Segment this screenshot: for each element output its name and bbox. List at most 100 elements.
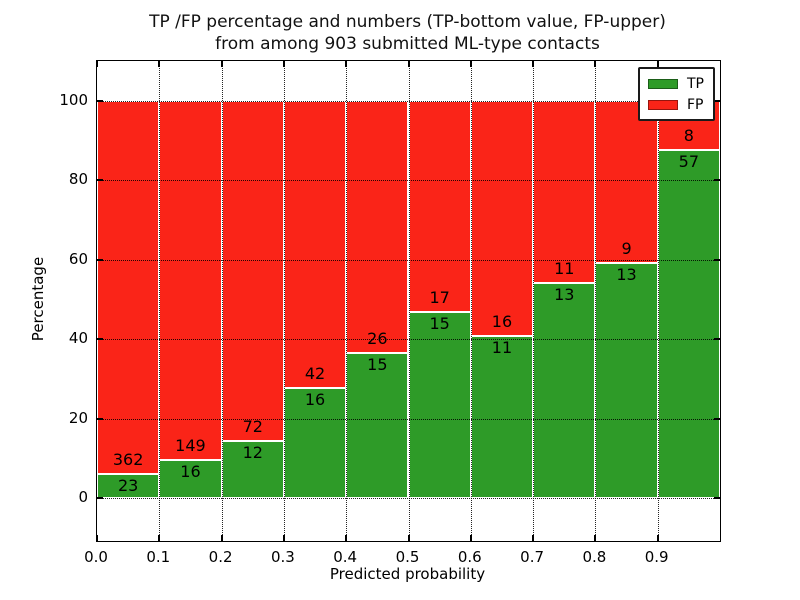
tick-mark [594, 535, 597, 541]
tick-mark [345, 535, 348, 541]
tick-mark [97, 100, 103, 102]
bar-segment-tp [159, 459, 222, 498]
bar-segment-fp [97, 101, 160, 475]
tick-mark [714, 100, 720, 102]
gridline-vertical [159, 61, 161, 541]
tick-mark [158, 61, 161, 67]
y-tick-label: 0 [78, 488, 88, 506]
bar-count-label-tp: 15 [367, 354, 388, 374]
tick-mark [469, 61, 472, 67]
tick-mark [97, 497, 103, 499]
bar-count-label-fp: 8 [683, 125, 694, 145]
bar-count-label-tp: 23 [117, 476, 139, 496]
y-tick-label: 60 [68, 249, 88, 268]
bar-count-label-fp: 72 [242, 417, 263, 437]
tick-mark [282, 535, 285, 541]
bar-count-label-fp: 362 [112, 450, 144, 470]
bar-segment-fp [283, 101, 347, 389]
tick-mark [656, 535, 659, 541]
bar-segment-tp [595, 263, 658, 498]
tick-mark [714, 497, 720, 499]
tick-mark [532, 535, 535, 541]
x-tick-label: 0.6 [457, 548, 482, 566]
bar-segment-fp [408, 101, 471, 312]
bar-segment-fp [346, 101, 409, 353]
tick-mark [532, 61, 535, 67]
bar-count-label-tp: 12 [242, 443, 263, 463]
chart-title-line1: TP /FP percentage and numbers (TP-bottom… [149, 12, 666, 32]
gridline-vertical [283, 61, 285, 541]
bar-count-label-tp: 15 [429, 313, 450, 333]
bar-segment-tp [470, 336, 534, 498]
bar-segment-fp [221, 101, 284, 442]
bar-count-label-fp: 11 [554, 258, 575, 278]
bar-segment-tp [221, 441, 284, 498]
tick-mark [714, 417, 720, 420]
legend-entry-tp: TP [648, 73, 704, 94]
y-tick-label: 40 [68, 329, 88, 348]
gridline-vertical [346, 61, 348, 541]
x-tick-label: 0.4 [333, 548, 358, 566]
tick-mark [714, 258, 720, 261]
bar-segment-fp [470, 101, 534, 337]
y-tick-label: 80 [68, 170, 88, 189]
bar-count-label-tp: 11 [491, 338, 513, 358]
y-tick-label: 20 [68, 408, 88, 427]
gridline-vertical [470, 61, 472, 541]
bar-count-label-fp: 26 [367, 328, 388, 348]
bar-count-label-tp: 16 [180, 461, 201, 481]
x-tick-label: 0.8 [582, 548, 607, 566]
legend: TP FP [638, 67, 715, 121]
tick-mark [469, 535, 472, 541]
gridline-vertical [221, 61, 223, 541]
x-tick-label: 0.1 [146, 548, 171, 566]
bar-count-label-tp: 13 [616, 265, 637, 285]
legend-label-fp: FP [687, 96, 704, 113]
gridline-vertical [408, 61, 410, 541]
tick-mark [97, 338, 103, 341]
tick-mark [714, 338, 720, 341]
tick-mark [220, 535, 223, 541]
bar-count-label-tp: 57 [678, 151, 700, 171]
tick-mark [96, 61, 98, 67]
tick-mark [282, 61, 285, 67]
legend-swatch-tp [648, 78, 678, 89]
plot-area: TP FP 362 23 149 16 72 12 42 16 26 15 17 15 16 11 11 13 9… [96, 60, 721, 542]
tick-mark [407, 61, 410, 67]
bar-segment-tp [97, 474, 160, 498]
x-tick-label: 0.7 [520, 548, 545, 566]
tick-mark [594, 61, 597, 67]
bar-segment-fp [533, 101, 596, 283]
gridline-vertical [595, 61, 597, 541]
tick-mark [97, 258, 103, 261]
x-axis-label: Predicted probability [329, 565, 486, 583]
x-tick-label: 0.3 [270, 548, 295, 566]
x-tick-label: 0.9 [644, 548, 669, 566]
bar-count-label-fp: 42 [304, 364, 326, 384]
x-tick-label: 0.0 [84, 548, 108, 566]
chart-title: TP /FP percentage and numbers (TP-bottom… [96, 11, 719, 55]
y-tick-label: 100 [59, 91, 88, 109]
bar-count-label-fp: 16 [491, 312, 513, 332]
bar-count-label-fp: 9 [621, 239, 632, 259]
gridline-vertical [657, 61, 659, 541]
tick-mark [714, 179, 720, 182]
tick-mark [97, 179, 103, 182]
x-tick-label: 0.2 [208, 548, 233, 566]
bar-segment-tp [657, 149, 720, 498]
chart-title-line2: from among 903 submitted ML-type contact… [215, 34, 600, 54]
tick-mark [158, 535, 161, 541]
gridline-vertical [533, 61, 535, 541]
legend-entry-fp: FP [648, 94, 704, 115]
legend-swatch-fp [648, 99, 678, 110]
bar-segment-tp [346, 352, 409, 498]
legend-label-tp: TP [687, 75, 704, 92]
bar-count-label-tp: 13 [554, 284, 575, 304]
tick-mark [96, 535, 98, 541]
x-tick-label: 0.5 [395, 548, 420, 566]
bar-segment-tp [533, 282, 596, 498]
tick-mark [407, 535, 410, 541]
bar-count-label-fp: 17 [429, 287, 450, 307]
bar-count-label-tp: 16 [304, 390, 326, 410]
